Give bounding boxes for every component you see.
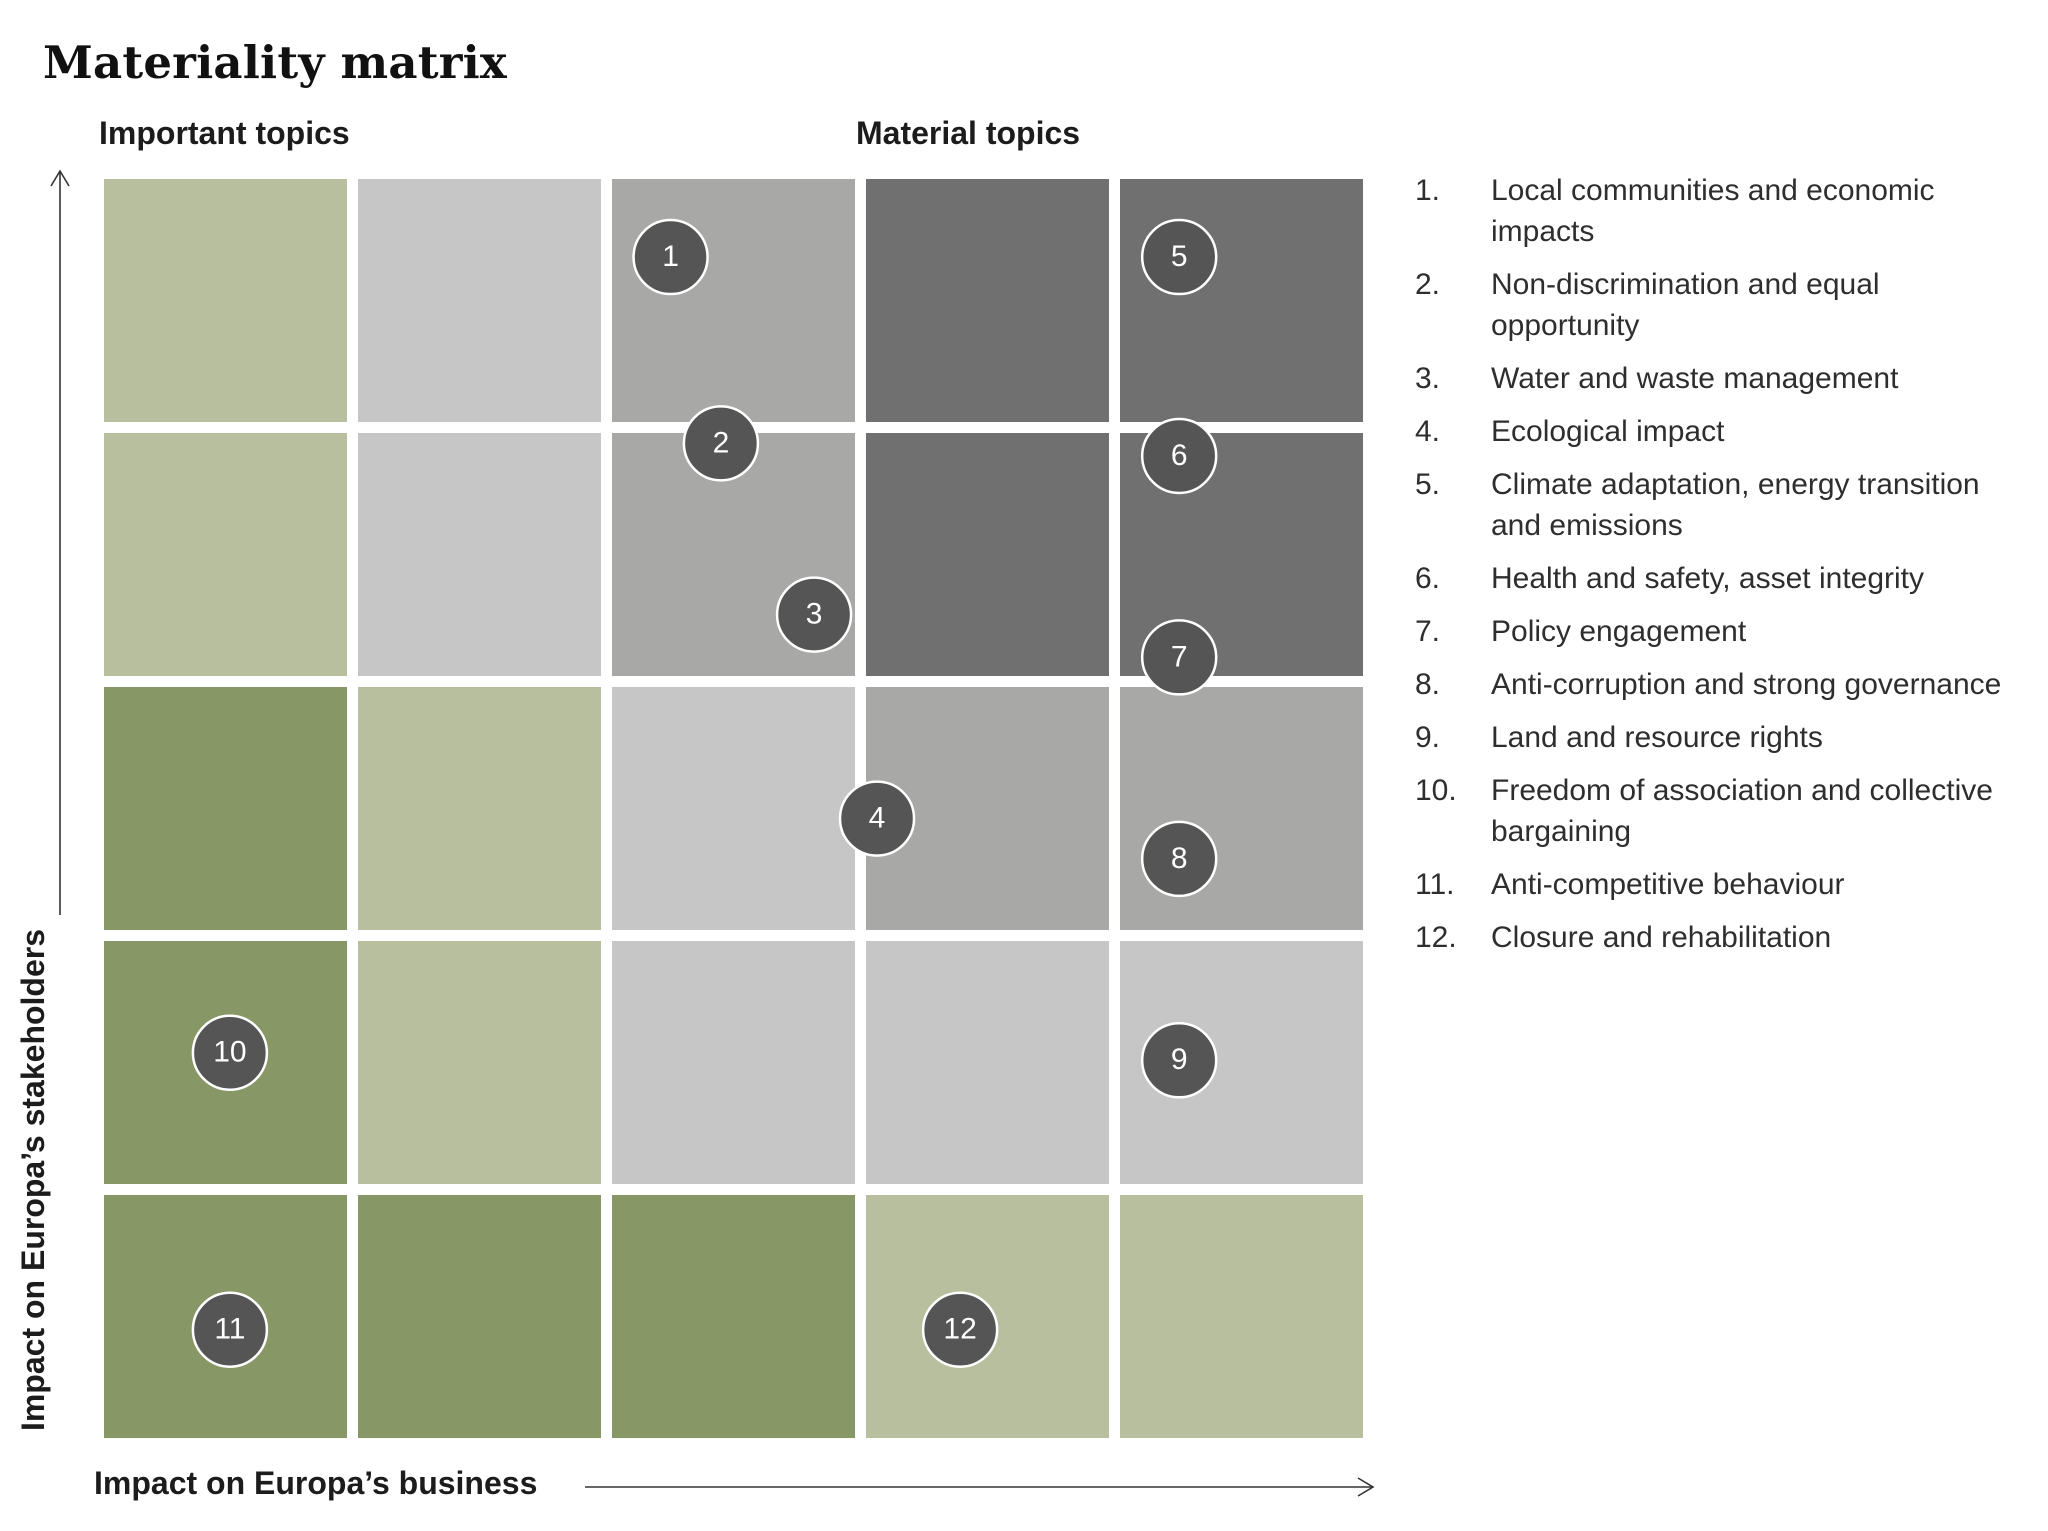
- topic-bubble-label-5: 5: [1171, 240, 1188, 273]
- legend-number: 5.: [1415, 468, 1441, 501]
- x-axis-label: Impact on Europa’s business: [94, 1465, 538, 1501]
- legend-number: 10.: [1415, 774, 1457, 807]
- legend-number: 7.: [1415, 615, 1441, 648]
- matrix-cell: [866, 941, 1109, 1184]
- legend-label: Water and waste management: [1491, 362, 1899, 395]
- matrix-cell: [612, 1195, 855, 1438]
- matrix-cell: [358, 1195, 601, 1438]
- legend-number: 3.: [1415, 362, 1441, 395]
- matrix-cell: [866, 179, 1109, 422]
- legend-item: 9. Land and resource rights: [1415, 717, 2035, 758]
- topic-bubble-label-9: 9: [1171, 1043, 1188, 1076]
- topic-bubble-label-1: 1: [662, 240, 679, 273]
- matrix-cell: [866, 433, 1109, 676]
- topic-legend: 1. Local communities and economic impacts…: [1415, 170, 2035, 970]
- y-axis-arrow: [50, 169, 70, 187]
- topic-bubble-label-10: 10: [213, 1036, 246, 1069]
- matrix-cell: [612, 179, 855, 422]
- legend-label: Health and safety, asset integrity: [1491, 562, 1925, 595]
- topic-bubble-7: [1140, 619, 1218, 696]
- topic-bubble-label-7: 7: [1171, 640, 1188, 673]
- topic-bubble-label-2: 2: [713, 426, 730, 459]
- matrix-cell: [104, 433, 347, 676]
- legend-item: 8. Anti-corruption and strong governance: [1415, 664, 2035, 705]
- matrix-cell: [358, 433, 601, 676]
- legend-item: 6. Health and safety, asset integrity: [1415, 558, 2035, 599]
- matrix-cell: [358, 687, 601, 930]
- legend-number: 6.: [1415, 562, 1441, 595]
- topic-bubble-8: [1140, 820, 1218, 898]
- legend-label: Ecological impact: [1491, 415, 1725, 448]
- matrix-cell: [612, 687, 855, 930]
- legend-label: Anti-competitive behaviour: [1491, 868, 1845, 901]
- legend-item: 7. Policy engagement: [1415, 611, 2035, 652]
- topic-bubble-label-8: 8: [1171, 842, 1188, 875]
- legend-item: 2. Non-discrimination and equal opportuni…: [1415, 264, 2035, 346]
- legend-number: 8.: [1415, 668, 1441, 701]
- topic-bubble-label-11: 11: [214, 1313, 245, 1346]
- legend-number: 9.: [1415, 721, 1441, 754]
- legend-number: 4.: [1415, 415, 1441, 448]
- legend-number: 11.: [1415, 868, 1455, 901]
- matrix-cell: [358, 941, 601, 1184]
- topic-bubble-3: [775, 576, 853, 653]
- y-axis-label: Impact on Europa’s stakeholders: [14, 928, 51, 1432]
- matrix-cell: [1120, 1195, 1363, 1438]
- topic-bubble-5: [1140, 218, 1218, 296]
- topic-bubble-label-3: 3: [806, 598, 823, 631]
- topic-bubble-label-4: 4: [869, 801, 886, 834]
- topic-bubble-6: [1140, 417, 1218, 495]
- legend-number: 12.: [1415, 921, 1457, 954]
- topic-bubble-11: [191, 1291, 269, 1368]
- important-topics-label: Important topics: [99, 115, 350, 151]
- legend-item: 4. Ecological impact: [1415, 411, 2035, 452]
- topic-bubble-1: [632, 218, 709, 296]
- legend-label: Non-discrimination and equal opportunity: [1491, 268, 1880, 342]
- matrix-cell: [612, 941, 855, 1184]
- legend-item: 1. Local communities and economic impacts: [1415, 170, 2035, 252]
- legend-item: 12. Closure and rehabilitation: [1415, 917, 2035, 958]
- matrix-cell: [1120, 687, 1363, 930]
- matrix-cell: [104, 179, 347, 422]
- legend-item: 11. Anti-competitive behaviour: [1415, 864, 2035, 905]
- topic-bubble-label-6: 6: [1171, 439, 1188, 472]
- legend-label: Local communities and economic impacts: [1491, 174, 1935, 248]
- legend-label: Anti-corruption and strong governance: [1491, 668, 2002, 701]
- topic-bubble-2: [682, 405, 760, 482]
- legend-item: 10. Freedom of association and collective…: [1415, 770, 2035, 852]
- legend-label: Freedom of association and collective ba…: [1491, 774, 1993, 848]
- legend-label: Closure and rehabilitation: [1491, 921, 1832, 954]
- x-axis-arrow: [1357, 1477, 1375, 1497]
- legend-item: 3. Water and waste management: [1415, 358, 2035, 399]
- legend-number: 1.: [1415, 174, 1441, 207]
- legend-item: 5. Climate adaptation, energy transition …: [1415, 464, 2035, 546]
- topic-bubble-4: [838, 780, 916, 857]
- legend-label: Policy engagement: [1491, 615, 1747, 648]
- legend-number: 2.: [1415, 268, 1441, 301]
- legend-label: Climate adaptation, energy transition an…: [1491, 468, 1980, 542]
- legend-label: Land and resource rights: [1491, 721, 1823, 754]
- topic-bubble-12: [921, 1291, 999, 1368]
- material-topics-label: Material topics: [856, 115, 1081, 151]
- matrix-cell: [104, 687, 347, 930]
- topic-bubble-10: [191, 1014, 269, 1091]
- matrix-cell: [358, 179, 601, 422]
- topic-bubble-9: [1140, 1022, 1218, 1099]
- topic-bubble-label-12: 12: [943, 1313, 976, 1346]
- matrix-cell: [1120, 179, 1363, 422]
- chart-title: Materiality matrix: [43, 36, 507, 89]
